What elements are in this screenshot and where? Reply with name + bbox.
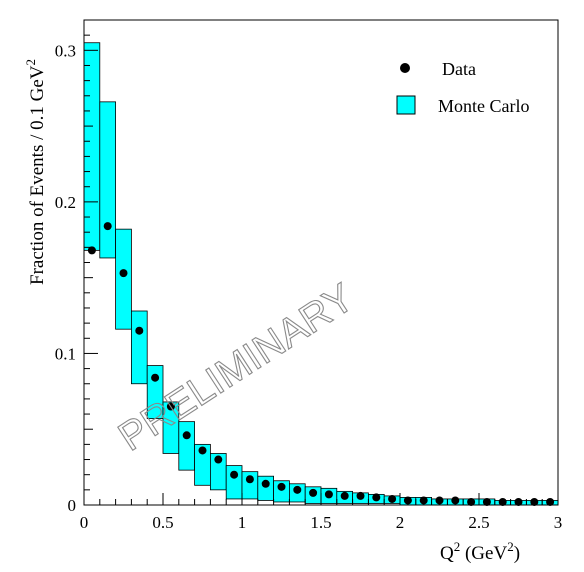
legend-data-label: Data — [442, 59, 476, 79]
mc-band-bin — [130, 310, 148, 385]
data-point — [451, 496, 460, 505]
data-point — [245, 475, 254, 484]
data-point — [356, 491, 365, 500]
y-tick-label: 0 — [68, 496, 77, 515]
x-axis-title-q: Q — [440, 543, 454, 564]
x-axis-title-unit: (GeV — [460, 543, 507, 564]
data-point — [340, 491, 349, 500]
data-point — [309, 488, 318, 497]
y-tick-label: 0.2 — [55, 193, 76, 212]
data-point — [388, 494, 397, 503]
data-point — [182, 431, 191, 440]
mc-band-layer — [83, 42, 559, 506]
x-axis-title-close: ) — [514, 543, 520, 564]
data-point — [293, 485, 302, 494]
data-point — [135, 326, 144, 335]
data-point — [198, 446, 207, 455]
x-axis-title: Q2 (GeV2) — [440, 539, 520, 564]
x-tick-label: 0 — [80, 513, 89, 532]
data-point — [467, 497, 476, 506]
x-tick-label: 1.5 — [310, 513, 331, 532]
x-axis-title-unit-sup: 2 — [507, 539, 514, 554]
data-point — [403, 496, 412, 505]
mc-band-bin — [99, 101, 117, 259]
data-point — [372, 493, 381, 502]
data-point — [435, 496, 444, 505]
mc-band-bin — [83, 42, 101, 251]
data-point — [498, 497, 507, 506]
axes: 0 0.5 1 1.5 2 2.5 3 0 0.1 0.2 0.3 — [55, 19, 563, 532]
y-axis-title-text: Fraction of Events / 0.1 GeV — [27, 65, 48, 285]
x-tick-label: 2 — [396, 513, 405, 532]
mc-band-bin — [115, 228, 132, 330]
y-tick-label: 0.1 — [55, 344, 76, 363]
mc-band-bin — [225, 465, 243, 500]
data-point — [324, 490, 333, 499]
legend-data-marker — [400, 63, 410, 73]
x-tick-label: 0.5 — [152, 513, 173, 532]
data-point — [482, 497, 491, 506]
x-tick-label: 2.5 — [468, 513, 489, 532]
data-point — [277, 482, 286, 491]
data-point — [530, 497, 539, 506]
y-tick-label: 0.3 — [55, 41, 76, 60]
data-point — [261, 479, 270, 488]
x-tick-label: 3 — [554, 513, 563, 532]
data-point — [546, 497, 555, 506]
legend-mc-label: Monte Carlo — [438, 96, 530, 116]
mc-band-bin — [146, 365, 164, 420]
data-point — [87, 246, 96, 255]
data-point — [230, 470, 239, 479]
y-axis-title-sup: 2 — [23, 59, 38, 66]
data-point — [419, 496, 428, 505]
y-axis-title: Fraction of Events / 0.1 GeV2 — [23, 59, 48, 285]
data-point — [151, 373, 160, 382]
data-point — [214, 455, 223, 464]
x-tick-label: 1 — [238, 513, 247, 532]
data-point — [166, 402, 175, 411]
data-point — [103, 222, 112, 231]
data-point — [514, 497, 523, 506]
data-point — [119, 269, 128, 278]
x-axis-title-q-sup: 2 — [454, 539, 461, 554]
legend: Data Monte Carlo — [396, 59, 530, 116]
legend-mc-swatch — [396, 95, 416, 115]
data-points-layer — [87, 222, 555, 506]
